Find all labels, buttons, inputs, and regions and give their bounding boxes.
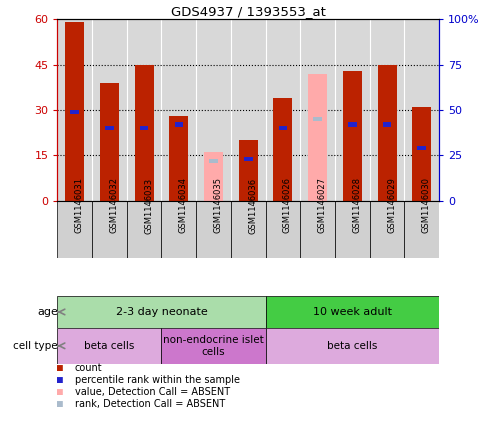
Text: age: age — [37, 307, 58, 317]
Text: ■: ■ — [57, 398, 63, 409]
Text: percentile rank within the sample: percentile rank within the sample — [75, 375, 240, 385]
Bar — [313, 117, 322, 121]
Bar — [308, 74, 327, 201]
Text: GSM1146033: GSM1146033 — [144, 177, 153, 233]
Bar — [231, 201, 265, 258]
Bar — [370, 201, 404, 258]
Bar — [162, 201, 196, 258]
Text: GSM1146027: GSM1146027 — [318, 178, 327, 233]
Bar — [65, 22, 84, 201]
Text: GSM1146032: GSM1146032 — [109, 178, 118, 233]
Text: cell type: cell type — [13, 341, 58, 351]
Text: count: count — [75, 363, 102, 373]
Bar — [265, 201, 300, 258]
Text: GSM1146031: GSM1146031 — [75, 178, 84, 233]
Bar — [100, 82, 119, 201]
Text: GSM1146028: GSM1146028 — [352, 178, 361, 233]
Bar — [383, 122, 391, 127]
Bar — [204, 152, 223, 201]
Bar — [412, 107, 431, 201]
Text: GSM1146030: GSM1146030 — [422, 178, 431, 233]
Bar — [57, 296, 265, 328]
Text: ■: ■ — [57, 387, 63, 397]
Text: GSM1146034: GSM1146034 — [179, 178, 188, 233]
Text: value, Detection Call = ABSENT: value, Detection Call = ABSENT — [75, 387, 230, 397]
Bar — [244, 157, 252, 161]
Text: ■: ■ — [57, 375, 63, 385]
Text: rank, Detection Call = ABSENT: rank, Detection Call = ABSENT — [75, 398, 225, 409]
Text: beta cells: beta cells — [327, 341, 378, 351]
Bar — [404, 201, 439, 258]
Bar — [278, 126, 287, 130]
Text: beta cells: beta cells — [84, 341, 135, 351]
Text: ■: ■ — [57, 363, 63, 373]
Bar — [175, 122, 183, 127]
Bar — [196, 201, 231, 258]
Bar — [57, 328, 162, 364]
Bar — [140, 126, 148, 130]
Text: 10 week adult: 10 week adult — [313, 307, 392, 317]
Title: GDS4937 / 1393553_at: GDS4937 / 1393553_at — [171, 5, 326, 18]
Bar — [135, 65, 154, 201]
Bar — [343, 71, 362, 201]
Bar — [239, 140, 258, 201]
Bar — [378, 65, 397, 201]
Text: non-endocrine islet
cells: non-endocrine islet cells — [163, 335, 264, 357]
Text: GSM1146036: GSM1146036 — [248, 177, 257, 233]
Text: 2-3 day neonate: 2-3 day neonate — [116, 307, 208, 317]
Bar — [209, 159, 218, 163]
Bar — [348, 122, 357, 127]
Text: GSM1146029: GSM1146029 — [387, 178, 396, 233]
Bar — [127, 201, 162, 258]
Bar — [418, 146, 426, 151]
Bar — [57, 201, 92, 258]
Text: GSM1146035: GSM1146035 — [214, 178, 223, 233]
Bar — [162, 328, 265, 364]
Bar — [273, 98, 292, 201]
Bar — [300, 201, 335, 258]
Bar — [265, 328, 439, 364]
Bar — [70, 110, 79, 114]
Bar — [92, 201, 127, 258]
Bar — [335, 201, 370, 258]
Text: GSM1146026: GSM1146026 — [283, 178, 292, 233]
Bar — [265, 296, 439, 328]
Bar — [105, 126, 114, 130]
Bar — [169, 116, 189, 201]
